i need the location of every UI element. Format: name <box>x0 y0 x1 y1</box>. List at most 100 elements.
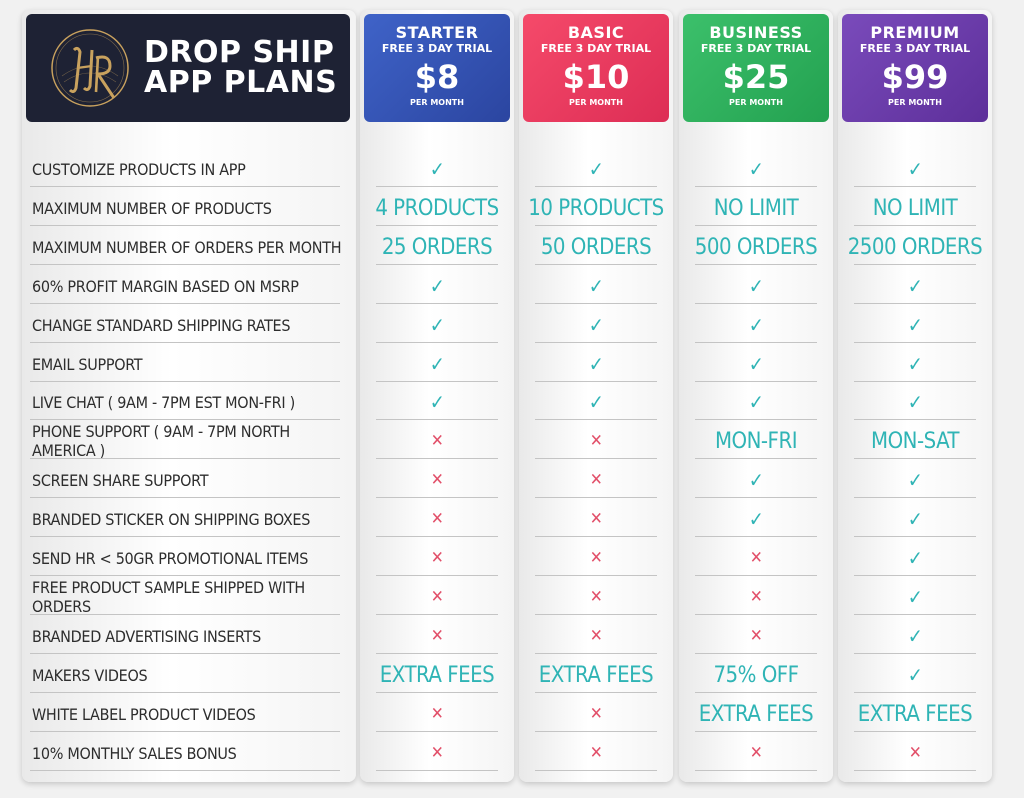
row-divider <box>695 342 817 343</box>
check-icon: ✓ <box>907 507 923 531</box>
cross-icon: ✕ <box>589 587 603 607</box>
row-divider <box>30 458 340 459</box>
check-icon: ✓ <box>907 468 923 492</box>
row-divider <box>854 575 976 576</box>
cross-icon: ✕ <box>430 743 444 763</box>
plan-value: EXTRA FEES <box>857 701 973 727</box>
check-icon: ✓ <box>907 274 923 298</box>
row-divider <box>854 536 976 537</box>
row-divider <box>854 419 976 420</box>
row-divider <box>30 419 340 420</box>
row-divider <box>30 303 340 304</box>
row-divider <box>376 497 498 498</box>
brand-header: DROP SHIP APP PLANS <box>26 14 350 122</box>
feature-label: CUSTOMIZE PRODUCTS IN APP <box>32 159 246 179</box>
plan-value: EXTRA FEES <box>698 701 814 727</box>
row-divider <box>695 653 817 654</box>
row-divider <box>30 575 340 576</box>
plan-name: BUSINESS <box>709 23 803 42</box>
plan-value: 4 PRODUCTS <box>375 195 499 221</box>
plan-value: 2500 ORDERS <box>847 234 983 260</box>
row-divider <box>376 419 498 420</box>
row-divider <box>854 225 976 226</box>
row-divider <box>535 303 657 304</box>
row-divider <box>854 614 976 615</box>
plan-header-business: BUSINESS FREE 3 DAY TRIAL $25 PER MONTH <box>683 14 829 122</box>
check-icon: ✓ <box>907 624 923 648</box>
row-divider <box>854 497 976 498</box>
cross-icon: ✕ <box>430 548 444 568</box>
plan-period: PER MONTH <box>729 98 783 107</box>
row-divider <box>30 692 340 693</box>
cross-icon: ✕ <box>749 548 763 568</box>
row-divider <box>695 614 817 615</box>
plan-trial: FREE 3 DAY TRIAL <box>540 42 652 55</box>
row-divider <box>535 536 657 537</box>
plan-value: NO LIMIT <box>872 195 958 221</box>
check-icon: ✓ <box>907 157 923 181</box>
feature-label: PHONE SUPPORT ( 9AM - 7PM NORTH AMERICA … <box>32 422 290 460</box>
check-icon: ✓ <box>907 390 923 414</box>
feature-label: SCREEN SHARE SUPPORT <box>32 470 209 490</box>
check-icon: ✓ <box>429 157 445 181</box>
row-divider <box>30 497 340 498</box>
plan-value: 10 PRODUCTS <box>528 195 664 221</box>
plan-price: $25 <box>722 58 790 96</box>
row-divider <box>30 731 340 732</box>
row-divider <box>854 731 976 732</box>
row-divider <box>854 458 976 459</box>
row-divider <box>535 614 657 615</box>
title-line-1: DROP SHIP <box>144 35 335 70</box>
row-divider <box>535 575 657 576</box>
cross-icon: ✕ <box>430 704 444 724</box>
feature-label: MAXIMUM NUMBER OF PRODUCTS <box>32 198 272 218</box>
row-divider <box>695 419 817 420</box>
check-icon: ✓ <box>588 313 604 337</box>
check-icon: ✓ <box>588 390 604 414</box>
cross-icon: ✕ <box>749 626 763 646</box>
page-title: DROP SHIP APP PLANS <box>144 38 337 98</box>
title-line-2: APP PLANS <box>144 65 338 100</box>
cross-icon: ✕ <box>589 470 603 490</box>
row-divider <box>695 536 817 537</box>
row-divider <box>854 186 976 187</box>
feature-label: SEND HR < 50GR PROMOTIONAL ITEMS <box>32 548 309 568</box>
plan-name: STARTER <box>395 23 479 42</box>
cross-icon: ✕ <box>589 743 603 763</box>
row-divider <box>535 458 657 459</box>
row-divider <box>695 770 817 771</box>
plan-value: MON-SAT <box>871 428 960 454</box>
row-divider <box>376 614 498 615</box>
row-divider <box>376 653 498 654</box>
plan-value: NO LIMIT <box>713 195 799 221</box>
row-divider <box>535 770 657 771</box>
row-divider <box>854 770 976 771</box>
check-icon: ✓ <box>429 274 445 298</box>
row-divider <box>854 303 976 304</box>
plan-trial: FREE 3 DAY TRIAL <box>700 42 812 55</box>
hr-logo <box>51 29 129 107</box>
check-icon: ✓ <box>748 274 764 298</box>
row-divider <box>376 536 498 537</box>
row-divider <box>854 381 976 382</box>
row-divider <box>30 342 340 343</box>
feature-label: BRANDED ADVERTISING INSERTS <box>32 626 261 646</box>
row-divider <box>30 225 340 226</box>
cross-icon: ✕ <box>589 548 603 568</box>
plan-trial: FREE 3 DAY TRIAL <box>859 42 971 55</box>
row-divider <box>30 536 340 537</box>
row-divider <box>695 381 817 382</box>
cross-icon: ✕ <box>430 587 444 607</box>
feature-label: CHANGE STANDARD SHIPPING RATES <box>32 315 291 335</box>
row-divider <box>854 653 976 654</box>
plan-price: $8 <box>414 58 460 96</box>
check-icon: ✓ <box>748 157 764 181</box>
check-icon: ✓ <box>907 585 923 609</box>
check-icon: ✓ <box>748 352 764 376</box>
cross-icon: ✕ <box>589 626 603 646</box>
feature-label: EMAIL SUPPORT <box>32 354 143 374</box>
check-icon: ✓ <box>588 352 604 376</box>
check-icon: ✓ <box>748 390 764 414</box>
row-divider <box>854 264 976 265</box>
row-divider <box>695 264 817 265</box>
